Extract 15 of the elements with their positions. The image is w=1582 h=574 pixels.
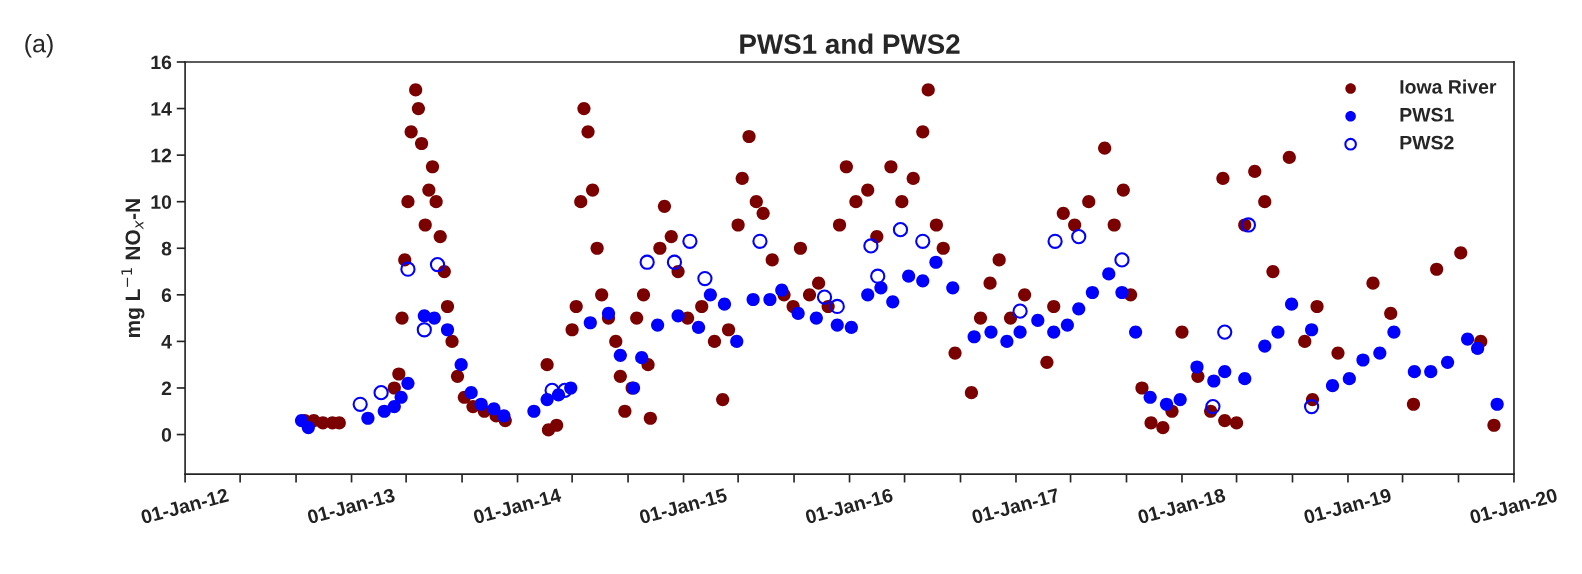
y-tick-label: 10	[151, 195, 172, 209]
y-tick-label: 4	[161, 335, 172, 349]
y-tick-label: 2	[161, 381, 172, 396]
legend-label: PWS2	[1400, 135, 1454, 150]
chart-title: PWS1 and PWS2	[740, 33, 960, 54]
y-axis-title: mg L$^{−1}$ NO$_{x}$-N	[121, 199, 145, 337]
legend-label: Iowa River	[1400, 79, 1497, 94]
y-tick-label: 16	[151, 55, 172, 70]
y-tick-label: 12	[151, 148, 172, 163]
y-tick-label: 14	[151, 102, 172, 116]
y-tick-label: 6	[161, 288, 172, 303]
text: (a)	[25, 34, 53, 58]
legend-label: PWS1	[1400, 107, 1454, 122]
y-tick-label: 0	[161, 428, 172, 442]
y-tick-label: 8	[161, 241, 172, 256]
